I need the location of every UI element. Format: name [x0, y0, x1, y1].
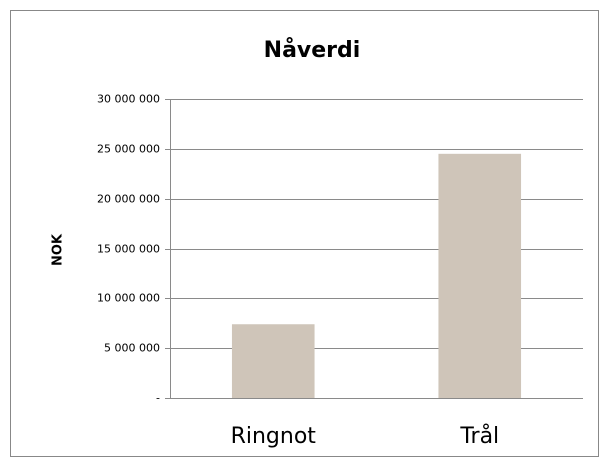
bar — [231, 324, 315, 398]
y-tick-label: 30 000 000 — [97, 93, 160, 106]
x-tick-label: Ringnot — [231, 424, 317, 449]
y-tick-label: 15 000 000 — [97, 243, 160, 256]
y-tick-label: 20 000 000 — [97, 193, 160, 206]
y-tick-label: 10 000 000 — [97, 292, 160, 305]
y-tick-label: - — [156, 392, 160, 405]
y-axis-label: NOK — [51, 233, 66, 266]
y-tick-label: 25 000 000 — [97, 143, 160, 156]
x-tick-label: Trål — [459, 423, 499, 449]
chart-title: Nåverdi — [264, 37, 361, 63]
bar — [438, 153, 522, 398]
y-tick-label: 5 000 000 — [104, 342, 160, 355]
